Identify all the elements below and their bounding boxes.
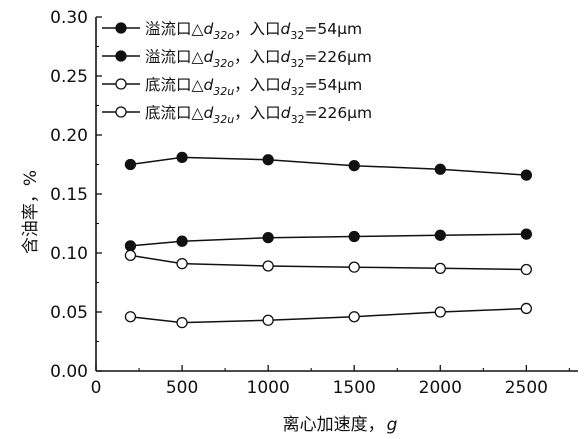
series-1-point bbox=[124, 240, 137, 252]
legend-delta: △ bbox=[192, 20, 204, 38]
series-2-point bbox=[262, 154, 274, 166]
y-tick-label: 0.30 bbox=[50, 8, 88, 28]
series-3-line bbox=[130, 254, 527, 271]
legend-sub2: 32 bbox=[291, 85, 305, 98]
legend-var: d bbox=[203, 48, 213, 66]
legend-entry-1: 溢流口△d32o，入口d32=54μm bbox=[145, 20, 362, 42]
series-1-point bbox=[434, 229, 446, 241]
legend-entry-2: 溢流口△d32o，入口d32=226μm bbox=[145, 48, 372, 70]
legend-sub2: 32 bbox=[290, 29, 304, 42]
legend-marker bbox=[115, 50, 127, 62]
series-3-point bbox=[348, 261, 360, 273]
x-tick-label: 1000 bbox=[247, 378, 290, 398]
legend-var: d bbox=[203, 104, 213, 122]
legend-marker bbox=[115, 106, 127, 118]
series-2-point bbox=[348, 160, 360, 172]
legend-entry-4: 底流口△d32u，入口d32=226μm bbox=[145, 104, 372, 126]
y-tick-label: 0.05 bbox=[50, 303, 88, 323]
series-2-line bbox=[130, 156, 527, 176]
series-4-point bbox=[434, 306, 446, 318]
y-tick-label: 0.00 bbox=[50, 362, 88, 382]
x-axis-title-var: g bbox=[387, 415, 398, 435]
x-tick-label: 2500 bbox=[505, 378, 548, 398]
legend-delta: △ bbox=[192, 76, 204, 94]
x-tick-label: 500 bbox=[166, 378, 198, 398]
legend-sub: 32o bbox=[213, 57, 234, 70]
series-3-point bbox=[124, 249, 137, 262]
legend-delta: △ bbox=[192, 48, 204, 66]
series-1-point bbox=[176, 235, 188, 247]
legend: 溢流口△d32o，入口d32=54μm溢流口△d32o，入口d32=226μm底… bbox=[102, 20, 372, 126]
legend-marker bbox=[115, 22, 127, 34]
legend-mid: ，入口 bbox=[234, 104, 281, 122]
legend-sub2: 32 bbox=[290, 57, 304, 70]
legend-sub: 32o bbox=[213, 29, 234, 42]
legend-var2: d bbox=[281, 76, 291, 94]
series-3-point bbox=[176, 257, 188, 270]
series-1-point bbox=[348, 230, 360, 243]
legend-suffix: =54μm bbox=[305, 76, 363, 94]
axes: 0.00 0.05 0.10 0.15 0.20 0.25 0.30 0 500 1000 1500… bbox=[50, 8, 578, 398]
series-2-point bbox=[176, 151, 188, 164]
y-tick-label: 0.25 bbox=[50, 67, 88, 87]
legend-delta: △ bbox=[192, 104, 204, 122]
series-layer bbox=[124, 151, 533, 329]
legend-prefix: 溢流口 bbox=[145, 20, 192, 38]
series-4-point bbox=[176, 316, 188, 329]
legend-entry-3: 底流口△d32u，入口d32=54μm bbox=[145, 76, 362, 98]
legend-mid: ，入口 bbox=[234, 48, 281, 66]
x-tick-label: 1500 bbox=[333, 378, 376, 398]
series-2-point bbox=[434, 163, 446, 175]
legend-prefix: 底流口 bbox=[145, 76, 192, 94]
legend-marker bbox=[115, 78, 127, 90]
legend-suffix: =54μm bbox=[304, 20, 362, 38]
legend-var2: d bbox=[281, 20, 291, 38]
legend-mid: ，入口 bbox=[234, 76, 281, 94]
series-3-point bbox=[520, 263, 533, 276]
series-4-point bbox=[124, 311, 137, 323]
legend-var: d bbox=[203, 20, 213, 38]
legend-var: d bbox=[203, 76, 213, 94]
legend-prefix: 溢流口 bbox=[145, 48, 192, 66]
legend-suffix: =226μm bbox=[305, 104, 373, 122]
series-4-point bbox=[520, 302, 533, 315]
legend-var2: d bbox=[281, 104, 291, 122]
legend-sub: 32u bbox=[213, 85, 234, 98]
y-tick-label: 0.10 bbox=[50, 244, 88, 264]
series-2-point bbox=[520, 169, 533, 181]
legend-mid: ，入口 bbox=[234, 20, 281, 38]
legend-suffix: =226μm bbox=[304, 48, 372, 66]
legend-prefix: 底流口 bbox=[145, 104, 192, 122]
x-tick-label: 2000 bbox=[419, 378, 462, 398]
legend-sub: 32u bbox=[213, 113, 234, 126]
x-axis-title-main: 离心加速度， bbox=[283, 415, 385, 435]
legend-var2: d bbox=[281, 48, 291, 66]
series-1-line bbox=[130, 233, 527, 247]
series-4-point bbox=[262, 314, 274, 326]
legend-sub2: 32 bbox=[291, 113, 305, 126]
y-axis-title: 含油率，% bbox=[21, 170, 41, 254]
series-2-point bbox=[124, 158, 137, 171]
series-1-point bbox=[520, 228, 533, 240]
series-4-line bbox=[130, 307, 527, 324]
y-tick-label: 0.20 bbox=[50, 126, 88, 146]
series-3-point bbox=[262, 260, 274, 272]
series-4-point bbox=[348, 311, 360, 323]
y-tick-label: 0.15 bbox=[50, 185, 88, 205]
x-tick-label: 0 bbox=[91, 378, 102, 398]
series-1-point bbox=[262, 232, 274, 244]
x-axis-title: 离心加速度， g bbox=[283, 415, 398, 435]
series-3-point bbox=[434, 262, 446, 274]
